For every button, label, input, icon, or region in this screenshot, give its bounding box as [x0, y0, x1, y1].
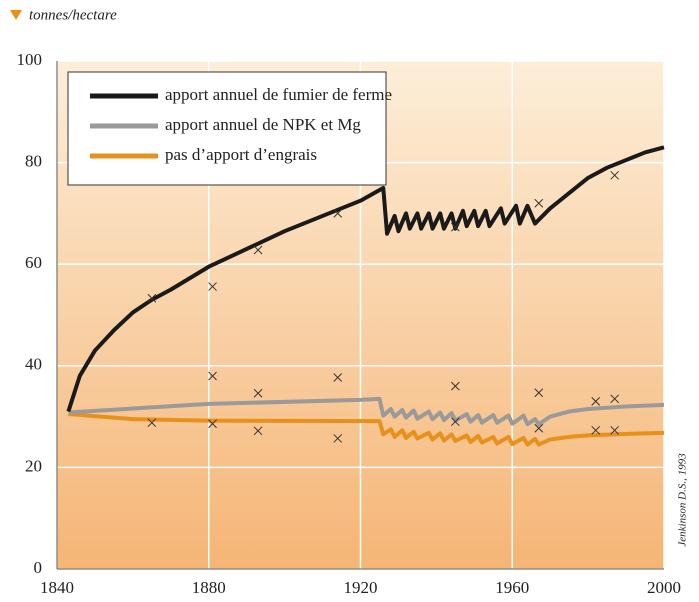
data-point [208, 282, 217, 291]
x-tick-label: 1880 [192, 578, 226, 597]
y-tick-label: 20 [25, 456, 42, 475]
y-tick-label: 100 [17, 50, 43, 69]
series-line [68, 412, 665, 447]
y-tick-label: 40 [25, 355, 42, 374]
data-point [450, 381, 460, 391]
data-point [208, 371, 217, 381]
legend-label: apport annuel de NPK et Mg [165, 115, 361, 134]
data-point [591, 425, 601, 435]
data-point [333, 434, 343, 443]
data-point [591, 397, 601, 406]
y-tick-label: 0 [34, 558, 43, 577]
legend-label: pas d’apport d’engrais [165, 145, 317, 164]
data-point [534, 423, 544, 433]
y-axis-label: tonnes/hectare [29, 7, 117, 23]
data-point [253, 245, 263, 255]
legend-label: apport annuel de fumier de ferme [165, 85, 392, 104]
y-tick-label: 60 [25, 253, 42, 272]
data-point [610, 394, 620, 404]
data-point [208, 419, 217, 429]
data-point [333, 209, 343, 218]
x-tick-label: 2000 [647, 578, 681, 597]
data-point [450, 222, 460, 232]
data-point [610, 425, 620, 435]
data-point [253, 426, 263, 436]
y-tick-label: 80 [25, 152, 42, 171]
data-point [450, 417, 460, 427]
series-line [66, 145, 665, 413]
data-point [147, 293, 157, 303]
source: Jenkinson D.S., 1993 [677, 453, 689, 547]
x-tick-label: 1840 [40, 578, 74, 597]
x-tick-label: 1960 [495, 578, 529, 597]
x-tick-label: 1920 [344, 578, 378, 597]
data-point [147, 418, 157, 428]
data-point [333, 373, 343, 382]
data-point [253, 388, 263, 398]
axis-marker [10, 10, 22, 20]
data-point [534, 388, 544, 398]
data-point [610, 170, 620, 180]
series-line [68, 396, 665, 427]
data-point [534, 198, 544, 208]
